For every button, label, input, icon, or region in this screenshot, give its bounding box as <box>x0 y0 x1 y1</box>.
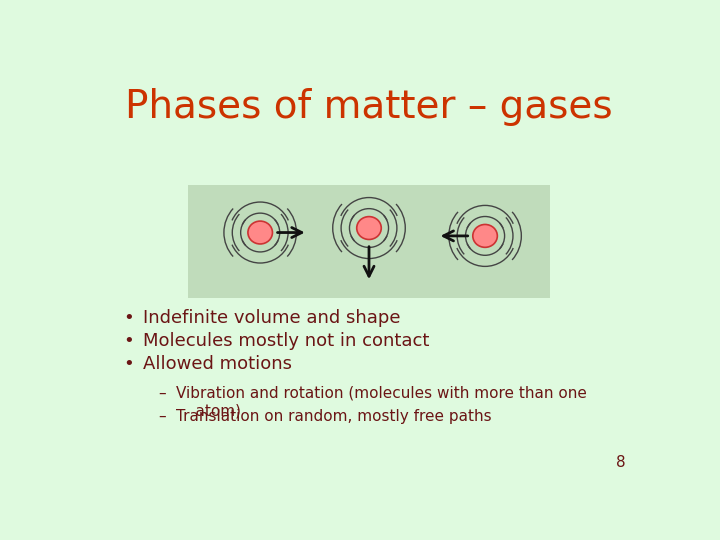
Ellipse shape <box>248 221 272 244</box>
Text: •: • <box>124 355 135 373</box>
Ellipse shape <box>473 225 498 247</box>
Text: Phases of matter – gases: Phases of matter – gases <box>125 87 613 126</box>
Ellipse shape <box>356 217 382 239</box>
Text: 8: 8 <box>616 455 626 470</box>
Text: –: – <box>158 386 166 401</box>
Bar <box>188 185 550 298</box>
Text: Vibration and rotation (molecules with more than one
    atom): Vibration and rotation (molecules with m… <box>176 386 588 418</box>
Text: •: • <box>124 309 135 327</box>
Text: •: • <box>124 332 135 350</box>
Text: Translation on random, mostly free paths: Translation on random, mostly free paths <box>176 409 492 424</box>
Text: Indefinite volume and shape: Indefinite volume and shape <box>143 309 400 327</box>
Text: Molecules mostly not in contact: Molecules mostly not in contact <box>143 332 429 350</box>
Text: Allowed motions: Allowed motions <box>143 355 292 373</box>
Text: –: – <box>158 409 166 424</box>
